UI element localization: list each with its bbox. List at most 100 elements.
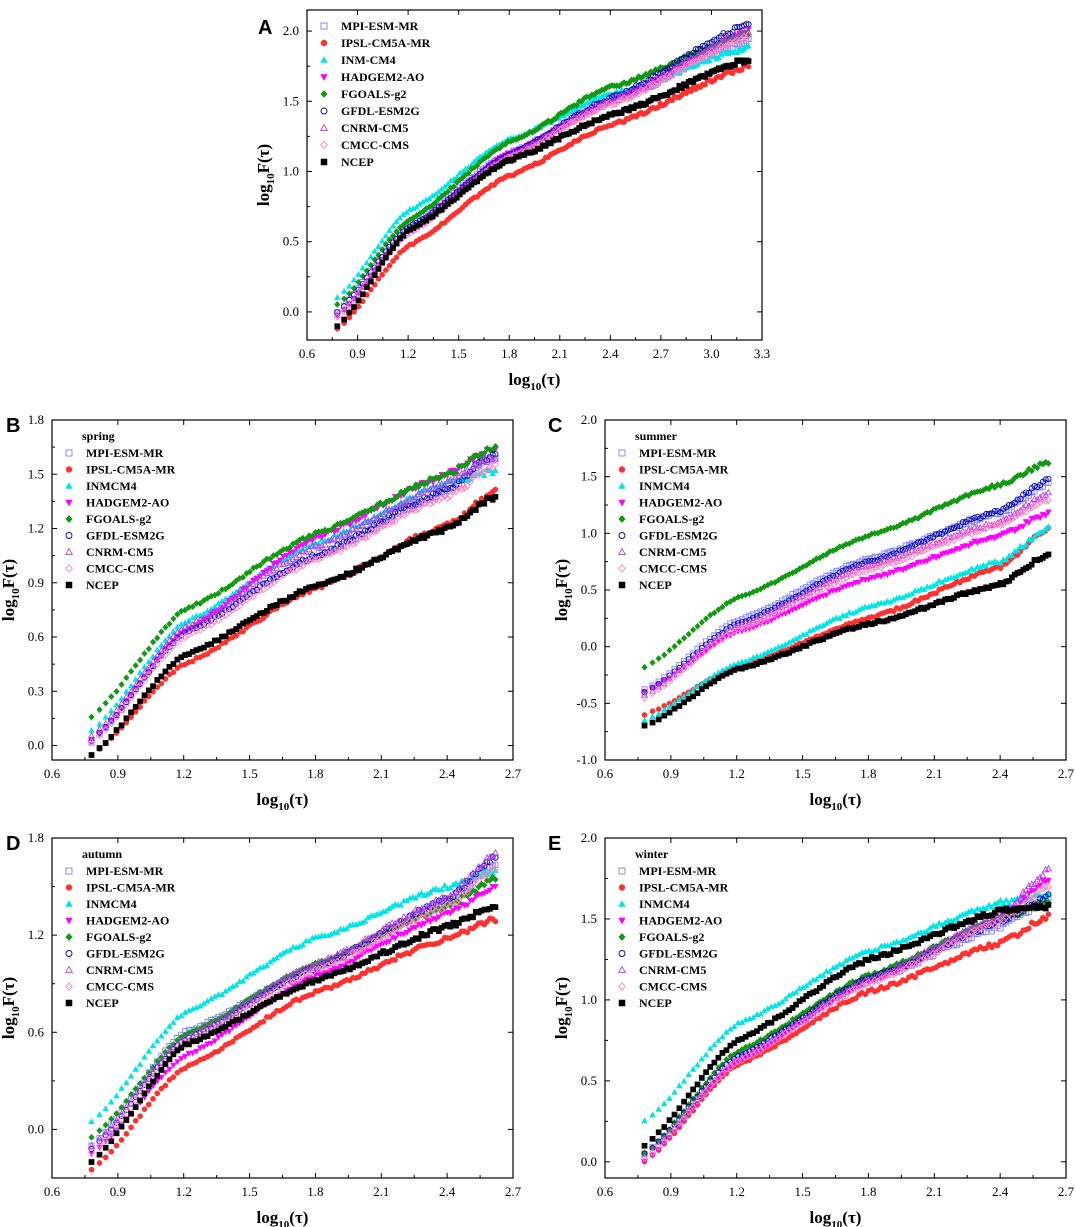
data-point bbox=[334, 293, 341, 300]
x-axis-title: log10(τ) bbox=[509, 370, 561, 393]
legend-marker bbox=[65, 933, 73, 941]
legend-item-inmcm4: INMCM4 bbox=[618, 479, 690, 493]
data-point bbox=[450, 182, 458, 190]
legend-label: IPSL-CM5A-MR bbox=[639, 463, 729, 477]
y-tick-label: 0.5 bbox=[283, 234, 299, 249]
data-point bbox=[492, 904, 499, 910]
legend-label: INMCM4 bbox=[639, 479, 690, 493]
data-point bbox=[615, 97, 623, 105]
x-tick-label: 1.5 bbox=[241, 1184, 257, 1199]
data-point bbox=[359, 291, 366, 298]
data-point bbox=[608, 101, 616, 109]
data-point bbox=[492, 486, 499, 493]
legend-label: HADGEM2-AO bbox=[86, 496, 169, 510]
legend-label: IPSL-CM5A-MR bbox=[86, 463, 176, 477]
y-tick-label: 0.9 bbox=[28, 575, 44, 590]
data-point bbox=[233, 632, 239, 639]
legend-marker bbox=[65, 564, 73, 573]
data-point bbox=[108, 1115, 115, 1123]
data-point bbox=[666, 709, 673, 716]
data-point bbox=[562, 123, 570, 131]
legend-item-fgoals-g2: FGOALS-g2 bbox=[65, 930, 151, 944]
data-point bbox=[88, 752, 95, 758]
data-point bbox=[260, 1018, 267, 1025]
data-point bbox=[685, 630, 692, 638]
data-point bbox=[379, 271, 386, 278]
data-point bbox=[733, 32, 741, 40]
data-point bbox=[102, 1121, 109, 1129]
data-point bbox=[127, 1072, 135, 1079]
chart-panel-c: 0.6 0.9 1.2 1.5 1.8 2.1 2.4 2.7-1.0-0.50.00.51.… bbox=[548, 412, 1075, 813]
data-point bbox=[560, 123, 568, 132]
data-point bbox=[150, 683, 156, 690]
data-point bbox=[334, 323, 341, 330]
data-point bbox=[170, 615, 177, 623]
data-point bbox=[456, 519, 462, 526]
x-tick-label: 2.7 bbox=[505, 766, 522, 781]
data-point bbox=[729, 39, 737, 48]
data-point bbox=[346, 314, 353, 321]
legend-marker bbox=[64, 547, 74, 555]
legend-label: CMCC-CMS bbox=[341, 138, 409, 152]
data-point bbox=[654, 78, 662, 86]
data-point bbox=[632, 90, 640, 98]
data-point bbox=[215, 644, 222, 651]
data-point bbox=[661, 651, 668, 659]
data-point bbox=[379, 259, 386, 266]
data-points bbox=[87, 442, 500, 759]
x-tick-label: 1.5 bbox=[451, 346, 467, 361]
data-point bbox=[555, 125, 563, 132]
data-point bbox=[127, 667, 135, 675]
data-point bbox=[154, 1090, 161, 1097]
data-point bbox=[694, 622, 701, 630]
data-point bbox=[341, 316, 347, 323]
data-point bbox=[680, 634, 688, 642]
legend-item-hadgem2-ao: HADGEM2-AO bbox=[320, 70, 424, 84]
data-point bbox=[444, 180, 452, 187]
data-point bbox=[703, 46, 711, 54]
data-point bbox=[706, 57, 713, 64]
legend-label: HADGEM2-AO bbox=[341, 70, 424, 84]
data-point bbox=[649, 659, 656, 667]
legend-marker bbox=[320, 56, 328, 63]
data-point bbox=[137, 1097, 143, 1104]
data-point bbox=[726, 35, 734, 43]
data-point bbox=[204, 651, 211, 657]
x-tick-label: 2.7 bbox=[505, 1184, 522, 1199]
data-point bbox=[378, 237, 386, 244]
legend-marker bbox=[618, 482, 626, 489]
data-point bbox=[113, 687, 120, 695]
data-point bbox=[137, 698, 143, 705]
legend-marker bbox=[65, 950, 73, 957]
data-point bbox=[170, 669, 177, 676]
data-point bbox=[731, 30, 739, 38]
legend-label: CNRM-CM5 bbox=[341, 121, 408, 135]
legend-item-inm-cm4: INM-CM4 bbox=[320, 53, 396, 67]
data-point bbox=[644, 82, 652, 91]
data-point bbox=[340, 308, 348, 316]
y-tick-label: -0.5 bbox=[576, 695, 597, 710]
data-point bbox=[393, 254, 400, 261]
legend-label: MPI-ESM-MR bbox=[639, 446, 717, 460]
legend-label: INM-CM4 bbox=[341, 53, 396, 67]
legend-label: MPI-ESM-MR bbox=[86, 446, 164, 460]
data-point bbox=[113, 1142, 120, 1149]
data-point bbox=[565, 120, 573, 128]
legend-item-mpi-esm-mr: MPI-ESM-MR bbox=[618, 446, 717, 460]
data-point bbox=[680, 65, 688, 73]
data-point bbox=[118, 1137, 125, 1143]
data-point bbox=[170, 1018, 177, 1025]
data-point bbox=[96, 1151, 103, 1158]
legend-label: CMCC-CMS bbox=[639, 562, 707, 576]
data-point bbox=[666, 73, 674, 82]
data-point bbox=[722, 42, 730, 50]
data-point bbox=[367, 278, 374, 285]
legend-marker bbox=[618, 581, 626, 589]
data-point bbox=[453, 194, 460, 201]
legend-marker bbox=[617, 547, 627, 555]
x-tick-label: 0.6 bbox=[299, 346, 316, 361]
legend-label: GFDL-ESM2G bbox=[341, 104, 420, 118]
x-tick-label: 2.4 bbox=[602, 346, 619, 361]
legend-marker bbox=[320, 90, 328, 98]
data-point bbox=[694, 56, 702, 65]
